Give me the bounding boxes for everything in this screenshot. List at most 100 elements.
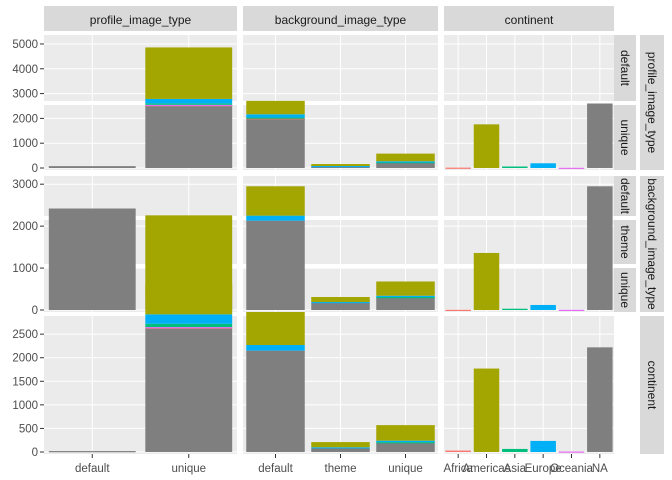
bar-segment-americas <box>145 47 233 99</box>
panel-background <box>444 220 614 264</box>
row-level-label: default <box>618 178 632 215</box>
bar-segment-na <box>587 347 613 452</box>
column-strip-label: profile_image_type <box>90 13 192 27</box>
bar-segment-oceania <box>145 327 233 329</box>
bar-segment-europe <box>311 166 370 168</box>
row-level-strip <box>614 176 636 216</box>
y-tick-label: 1000 <box>12 138 38 150</box>
bar-segment-na <box>587 103 613 168</box>
y-tick-label: 500 <box>19 423 38 435</box>
row-level-strip <box>614 220 636 264</box>
row-level-label: default <box>618 50 632 87</box>
x-tick-label: unique <box>388 463 423 475</box>
bar-segment-na <box>311 302 370 310</box>
bar-segment-americas <box>145 215 233 315</box>
bar-segment-europe <box>145 314 233 324</box>
x-tick-label: Oceania <box>550 463 593 475</box>
y-tick-label: 0 <box>32 163 38 175</box>
row-level-strip <box>614 105 636 170</box>
bar-segment-europe <box>376 161 435 163</box>
row-strip-label: profile_image_type <box>645 52 659 154</box>
y-tick-label: 3000 <box>12 89 38 101</box>
row-level-label: unique <box>618 272 632 308</box>
bar-segment-asia <box>145 323 233 328</box>
row-strip <box>640 35 664 170</box>
panel-background <box>444 268 614 312</box>
bar-segment-americas <box>246 186 305 216</box>
bar-segment-na <box>48 451 136 453</box>
bar-segment-americas <box>311 164 370 167</box>
bar-segment-europe <box>145 98 233 104</box>
bar-segment-americas <box>246 311 305 345</box>
x-tick-label: default <box>75 463 110 475</box>
column-strip <box>44 6 237 31</box>
y-tick-label: 2000 <box>12 221 38 233</box>
bar-segment-americas <box>311 442 370 448</box>
x-tick-label: Asia <box>504 463 527 475</box>
row-level-label: unique <box>618 119 632 155</box>
column-strip <box>243 6 438 31</box>
y-tick-label: 2500 <box>12 329 38 341</box>
bar-segment-oceania <box>558 451 585 453</box>
bar-segment-asia <box>502 448 528 452</box>
bar-segment-europe <box>530 440 556 452</box>
x-tick-label: unique <box>171 463 206 475</box>
row-strip-label: background_image_type <box>645 178 659 310</box>
row-strip <box>640 316 664 454</box>
bar-segment-oceania <box>558 309 585 311</box>
panel-background <box>444 35 614 101</box>
bar-segment-na <box>246 118 305 168</box>
bar-segment-na <box>48 208 136 310</box>
y-tick-label: 2000 <box>12 113 38 125</box>
x-tick-label: NA <box>592 463 608 475</box>
bar-segment-oceania <box>558 167 585 169</box>
y-tick-label: 5000 <box>12 39 38 51</box>
x-tick-label: Americas <box>463 463 511 475</box>
row-level-label: theme <box>618 225 632 259</box>
bar-segment-americas <box>473 368 500 452</box>
bar-segment-europe <box>376 440 435 443</box>
bar-segment-europe <box>246 114 305 118</box>
column-strip-label: background_image_type <box>275 13 407 27</box>
column-strip <box>444 6 614 31</box>
x-tick-label: Europe <box>525 463 562 475</box>
bar-segment-asia <box>246 117 305 119</box>
y-tick-label: 2000 <box>12 353 38 365</box>
bar-segment-americas <box>311 297 370 303</box>
bar-segment-na <box>246 350 305 452</box>
row-strip <box>640 176 664 312</box>
bar-segment-na <box>48 166 136 168</box>
bar-segment-asia <box>376 162 435 164</box>
bar-segment-europe <box>311 302 370 304</box>
bar-segment-asia <box>502 308 528 310</box>
bar-segment-na <box>376 162 435 168</box>
x-tick-label: theme <box>325 463 357 475</box>
bar-segment-americas <box>376 153 435 162</box>
y-tick-label: 4000 <box>12 64 38 76</box>
column-strip-label: continent <box>505 13 554 27</box>
row-strip-label: continent <box>645 361 659 410</box>
bar-segment-europe <box>530 304 556 310</box>
bar-segment-asia <box>376 442 435 444</box>
bar-segment-na <box>587 186 613 310</box>
panel-background <box>444 316 614 454</box>
y-tick-label: 1000 <box>12 400 38 412</box>
bar-segment-asia <box>502 166 528 168</box>
bar-segment-americas <box>376 425 435 441</box>
row-level-strip <box>614 35 636 101</box>
bar-segment-oceania <box>145 104 233 107</box>
bar-segment-americas <box>376 281 435 296</box>
y-tick-label: 3000 <box>12 179 38 191</box>
bar-segment-europe <box>376 295 435 297</box>
panel-background <box>444 176 614 216</box>
bar-segment-na <box>246 220 305 310</box>
bar-segment-americas <box>246 100 305 115</box>
y-tick-label: 0 <box>32 305 38 317</box>
bar-segment-na <box>376 442 435 452</box>
y-tick-label: 1000 <box>12 263 38 275</box>
bar-segment-europe <box>246 215 305 221</box>
y-tick-label: 0 <box>32 447 38 459</box>
bar-segment-africa <box>445 167 471 169</box>
bar-segment-europe <box>530 163 556 168</box>
